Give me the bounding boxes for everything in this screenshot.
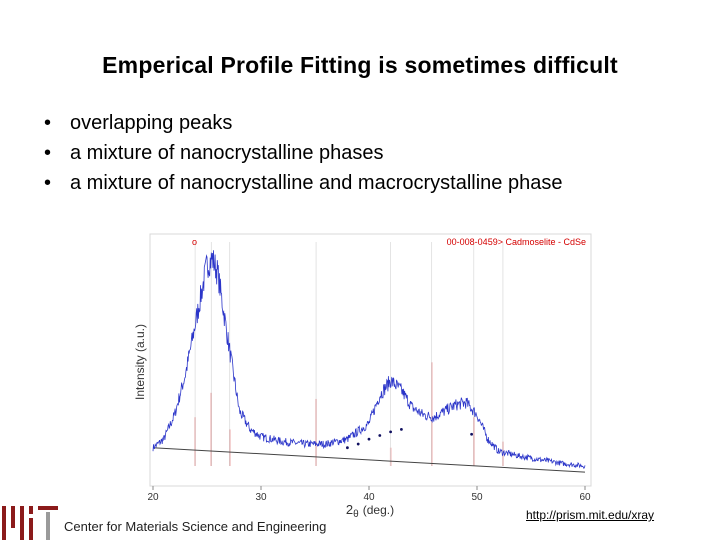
y-axis-label: Intensity (a.u.) [133, 324, 147, 400]
x-tick-label: 50 [471, 492, 483, 503]
bullet-text: a mixture of nanocrystalline and macrocr… [70, 172, 563, 194]
series-group [152, 250, 586, 470]
center-name: Center for Materials Science and Enginee… [64, 519, 327, 534]
guide-point [367, 437, 371, 441]
bullet-list: • overlapping peaks • a mixture of nanocry… [44, 108, 562, 198]
x-tick-label: 40 [363, 492, 375, 503]
mit-logo [2, 506, 58, 540]
bullet-item: • a mixture of nanocrystalline phases [44, 138, 562, 168]
x-tick-label: 60 [579, 492, 591, 503]
prism-link[interactable]: http://prism.mit.edu/xray [526, 508, 655, 522]
x-axis-label-theta: θ [353, 509, 359, 520]
guide-point [389, 430, 392, 434]
x-axis-label-main: 2 [346, 502, 353, 517]
xrd-chart: 20 30 40 50 60 Intensity (a.u.) 2θ (deg.) o 0… [133, 233, 592, 520]
bullet-item: • a mixture of nanocrystalline and macroc… [44, 168, 562, 198]
bullet-item: • overlapping peaks [44, 108, 562, 138]
bullet-dot: • [44, 142, 52, 164]
background-line [152, 447, 586, 473]
bullet-text: overlapping peaks [70, 112, 233, 134]
guide-point [400, 428, 403, 431]
legend-label: 00-008-0459> Cadmoselite - CdSe [447, 237, 586, 247]
reference-lines [194, 242, 504, 466]
x-tick-label: 30 [255, 492, 267, 503]
bullet-dot: • [44, 112, 52, 134]
bullet-text: a mixture of nanocrystalline phases [70, 142, 384, 164]
x-axis-label-unit: (deg.) [363, 503, 394, 517]
slide-title: Emperical Profile Fitting is sometimes d… [102, 52, 618, 78]
x-axis-label: 2θ (deg.) [346, 502, 394, 520]
guide-point [378, 434, 382, 437]
guide-points [346, 428, 473, 450]
plot-frame [149, 233, 592, 487]
background-lines [152, 447, 586, 473]
x-axis-ticks: 20 30 40 50 60 [147, 486, 591, 503]
guide-point [470, 432, 473, 436]
pattern-series-line [152, 250, 586, 470]
bullet-dot: • [44, 172, 52, 194]
legend-symbol: o [192, 237, 197, 247]
x-tick-label: 20 [147, 492, 159, 503]
guide-point [356, 442, 360, 446]
guide-point [346, 446, 349, 450]
